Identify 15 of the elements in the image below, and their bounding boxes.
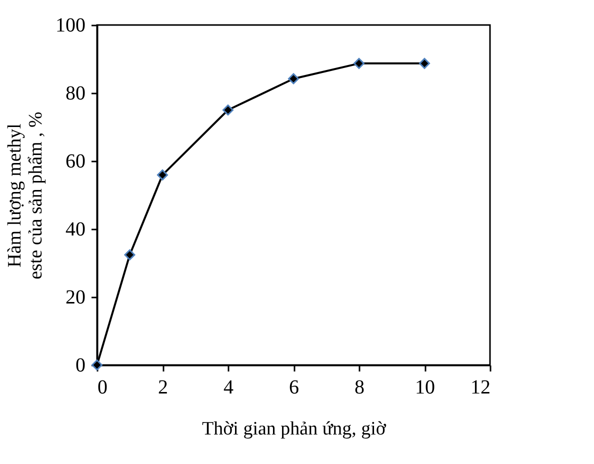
y-tick-label: 20 (66, 286, 86, 308)
x-tick-label: 6 (289, 376, 299, 398)
x-tick-label: 0 (98, 376, 108, 398)
x-tick-label: 8 (354, 376, 364, 398)
x-tick-label: 10 (415, 376, 435, 398)
x-axis-title: Thời gian phản ứng, giờ (202, 418, 387, 440)
y-tick-label: 40 (66, 218, 86, 240)
x-tick-label: 2 (158, 376, 168, 398)
y-tick-label: 100 (56, 14, 86, 36)
y-tick-label: 0 (76, 354, 86, 376)
y-tick-label: 60 (66, 150, 86, 172)
x-tick-label: 12 (470, 376, 490, 398)
y-axis-title: Hàm lượng methyl este của sản phẩm , % (4, 111, 46, 280)
x-tick-label: 4 (224, 376, 234, 398)
y-tick-label: 80 (66, 82, 86, 104)
